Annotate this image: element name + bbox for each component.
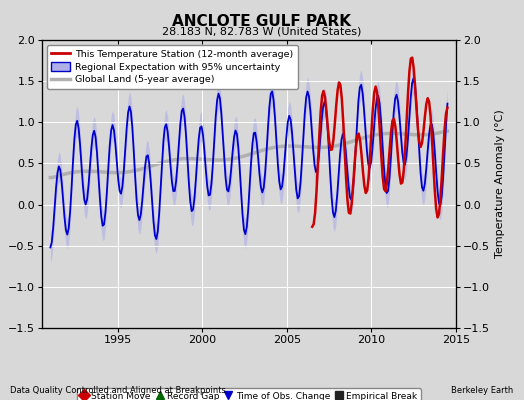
Text: ANCLOTE GULF PARK: ANCLOTE GULF PARK: [172, 14, 352, 29]
Text: 28.183 N, 82.783 W (United States): 28.183 N, 82.783 W (United States): [162, 26, 362, 36]
Y-axis label: Temperature Anomaly (°C): Temperature Anomaly (°C): [495, 110, 505, 258]
Text: Data Quality Controlled and Aligned at Breakpoints: Data Quality Controlled and Aligned at B…: [10, 386, 226, 395]
Legend: Station Move, Record Gap, Time of Obs. Change, Empirical Break: Station Move, Record Gap, Time of Obs. C…: [77, 388, 421, 400]
Text: Berkeley Earth: Berkeley Earth: [451, 386, 514, 395]
